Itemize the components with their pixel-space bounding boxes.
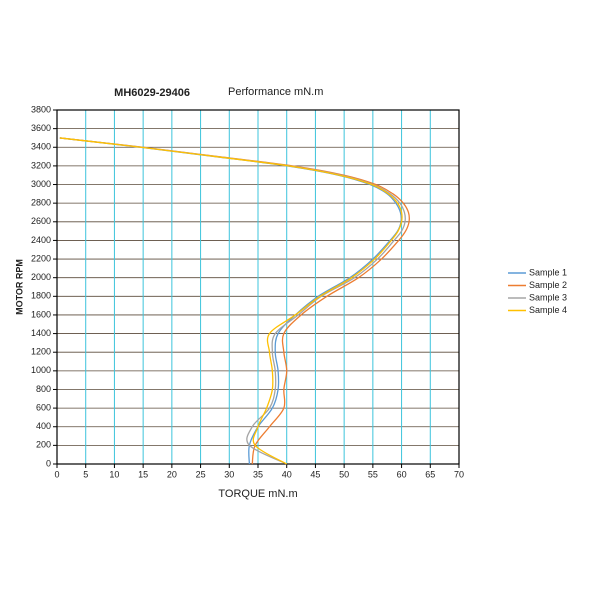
y-tick-label: 1600: [31, 309, 51, 319]
y-axis-label: MOTOR RPM: [14, 259, 24, 315]
x-tick-label: 65: [425, 469, 435, 479]
y-tick-label: 600: [36, 402, 51, 412]
y-tick-label: 0: [46, 458, 51, 468]
x-tick-label: 10: [109, 469, 119, 479]
legend-label: Sample 1: [529, 267, 567, 277]
y-tick-label: 2200: [31, 253, 51, 263]
y-tick-label: 1200: [31, 347, 51, 357]
x-tick-label: 40: [282, 469, 292, 479]
x-tick-label: 30: [224, 469, 234, 479]
x-axis-label: TORQUE mN.m: [218, 488, 297, 500]
y-tick-label: 400: [36, 421, 51, 431]
chart-subtitle: Performance mN.m: [228, 86, 323, 98]
x-tick-label: 55: [368, 469, 378, 479]
y-tick-label: 3600: [31, 123, 51, 133]
y-tick-label: 1400: [31, 328, 51, 338]
x-tick-label: 0: [54, 469, 59, 479]
y-tick-label: 2000: [31, 272, 51, 282]
x-tick-label: 35: [253, 469, 263, 479]
y-tick-label: 2600: [31, 216, 51, 226]
x-tick-label: 60: [397, 469, 407, 479]
data-line: [59, 137, 403, 465]
x-tick-label: 25: [196, 469, 206, 479]
legend-label: Sample 2: [529, 280, 567, 290]
legend-label: Sample 4: [529, 305, 567, 315]
y-tick-label: 200: [36, 440, 51, 450]
y-tick-label: 3400: [31, 142, 51, 152]
x-tick-label: 20: [167, 469, 177, 479]
x-tick-label: 45: [310, 469, 320, 479]
x-tick-label: 50: [339, 469, 349, 479]
legend-label: Sample 3: [529, 292, 567, 302]
y-tick-label: 3800: [31, 104, 51, 114]
y-tick-label: 2400: [31, 235, 51, 245]
y-tick-label: 800: [36, 384, 51, 394]
x-tick-label: 5: [83, 469, 88, 479]
x-tick-label: 70: [454, 469, 464, 479]
y-tick-label: 1800: [31, 291, 51, 301]
y-tick-label: 3200: [31, 160, 51, 170]
x-tick-label: 15: [138, 469, 148, 479]
y-tick-label: 1000: [31, 365, 51, 375]
plot-frame: [56, 109, 460, 465]
y-tick-label: 2800: [31, 198, 51, 208]
chart-title: MH6029-29406: [114, 87, 190, 99]
y-tick-label: 3000: [31, 179, 51, 189]
